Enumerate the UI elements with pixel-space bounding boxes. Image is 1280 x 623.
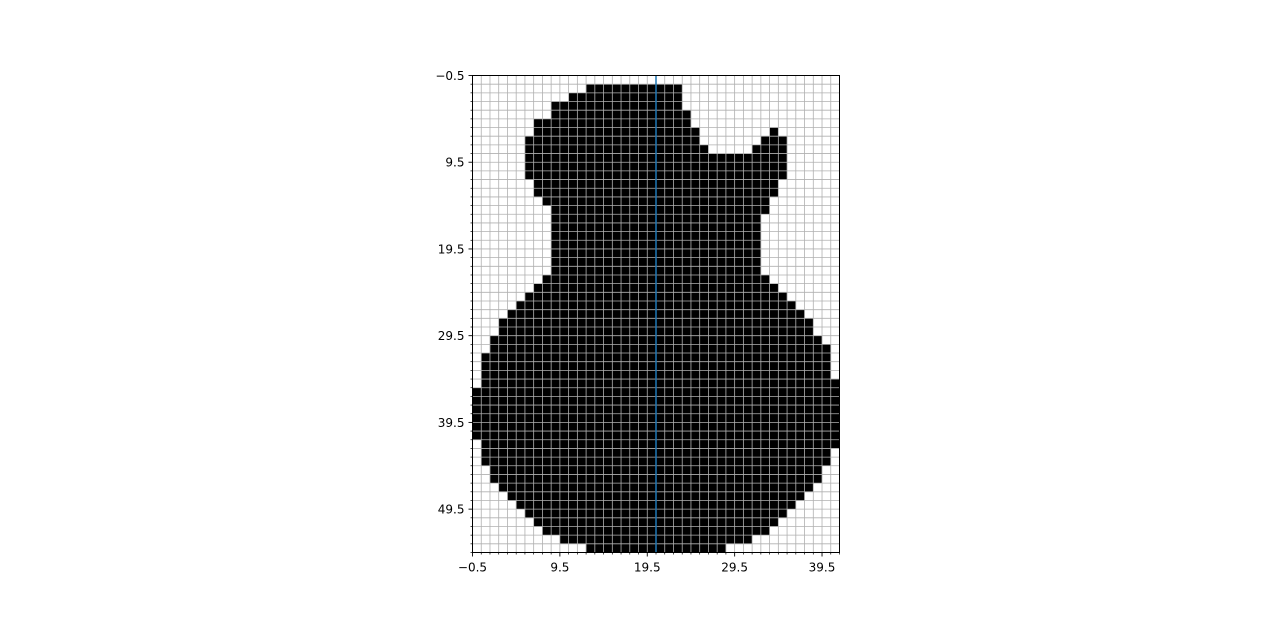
filled-cell-run	[489, 344, 831, 354]
filled-cell-run	[524, 144, 709, 154]
x-tick-label: −0.5	[458, 561, 487, 575]
filled-cell-run	[481, 439, 840, 449]
y-tick-label: 39.5	[438, 416, 465, 430]
filled-cell-run	[568, 92, 683, 102]
x-tick-label: 29.5	[721, 561, 748, 575]
y-tick-label: −0.5	[435, 69, 464, 83]
y-axis-ticks: −0.5 9.5 19.5 29.5 39.5 49.5	[435, 69, 473, 553]
x-tick-label: 39.5	[809, 561, 836, 575]
filled-cell-run	[533, 127, 700, 137]
filled-cell-run	[551, 205, 770, 215]
y-tick-label: 49.5	[438, 503, 465, 517]
y-tick-label: 9.5	[445, 156, 464, 170]
filled-cell-run	[586, 84, 683, 93]
filled-cell-run	[769, 127, 779, 137]
x-axis-ticks: −0.5 9.5 19.5 29.5 39.5	[458, 552, 840, 575]
filled-cell-run	[481, 379, 840, 388]
y-tick-label: 29.5	[438, 329, 465, 343]
x-tick-label: 9.5	[550, 561, 569, 575]
filled-cell-run	[551, 101, 683, 111]
x-tick-label: 19.5	[634, 561, 661, 575]
filled-cell-run	[760, 136, 788, 145]
y-tick-label: 19.5	[438, 242, 465, 256]
